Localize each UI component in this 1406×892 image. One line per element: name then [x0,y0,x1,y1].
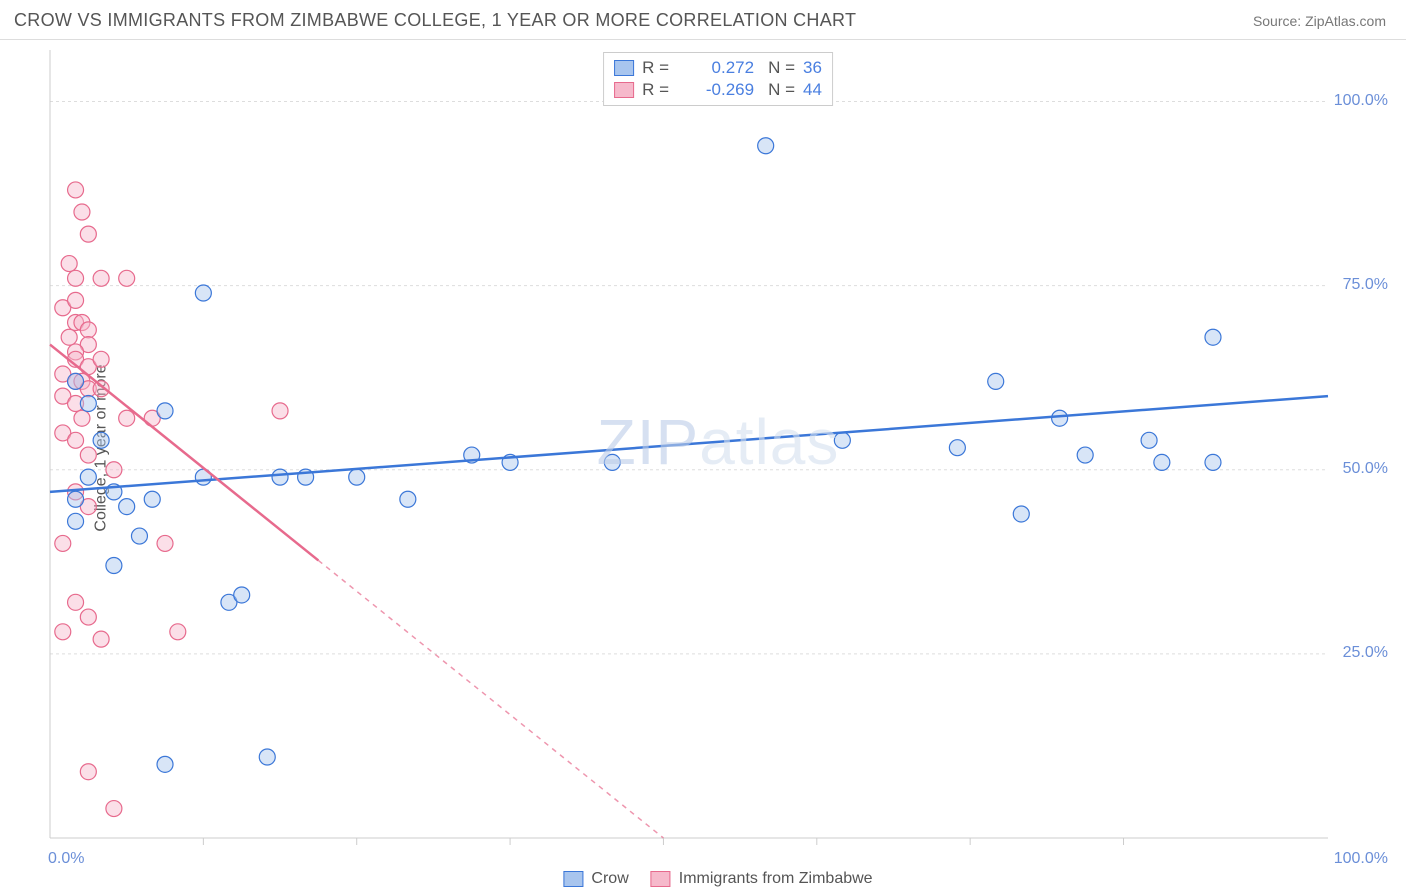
n-value-2: 44 [803,80,822,100]
header: CROW VS IMMIGRANTS FROM ZIMBABWE COLLEGE… [0,0,1406,40]
legend-item-zimbabwe: Immigrants from Zimbabwe [651,870,873,888]
n-value-1: 36 [803,58,822,78]
r-label: R = [642,58,676,78]
scatter-plot [48,48,1388,848]
legend-correlation: R = 0.272 N = 36 R = -0.269 N = 44 [603,52,833,106]
legend-item-crow: Crow [563,870,628,888]
r-value-1: 0.272 [684,58,754,78]
chart-title: CROW VS IMMIGRANTS FROM ZIMBABWE COLLEGE… [14,10,856,31]
swatch-series-2 [614,82,634,98]
legend-label-zimbabwe: Immigrants from Zimbabwe [679,870,873,888]
r-label: R = [642,80,676,100]
x-tick-label: 0.0% [48,850,84,868]
legend-row-1: R = 0.272 N = 36 [614,57,822,79]
n-label: N = [768,80,795,100]
swatch-zimbabwe [651,871,671,887]
legend-series: Crow Immigrants from Zimbabwe [563,870,872,888]
legend-row-2: R = -0.269 N = 44 [614,79,822,101]
n-label: N = [768,58,795,78]
legend-label-crow: Crow [591,870,628,888]
x-tick-label: 100.0% [1334,850,1388,868]
y-tick-label: 100.0% [1334,92,1388,110]
swatch-series-1 [614,60,634,76]
y-tick-label: 25.0% [1343,644,1388,662]
swatch-crow [563,871,583,887]
y-tick-label: 50.0% [1343,460,1388,478]
r-value-2: -0.269 [684,80,754,100]
y-tick-label: 75.0% [1343,276,1388,294]
chart-area: College, 1 year or more ZIPatlas R = 0.2… [48,48,1388,848]
source-label: Source: ZipAtlas.com [1253,13,1386,29]
